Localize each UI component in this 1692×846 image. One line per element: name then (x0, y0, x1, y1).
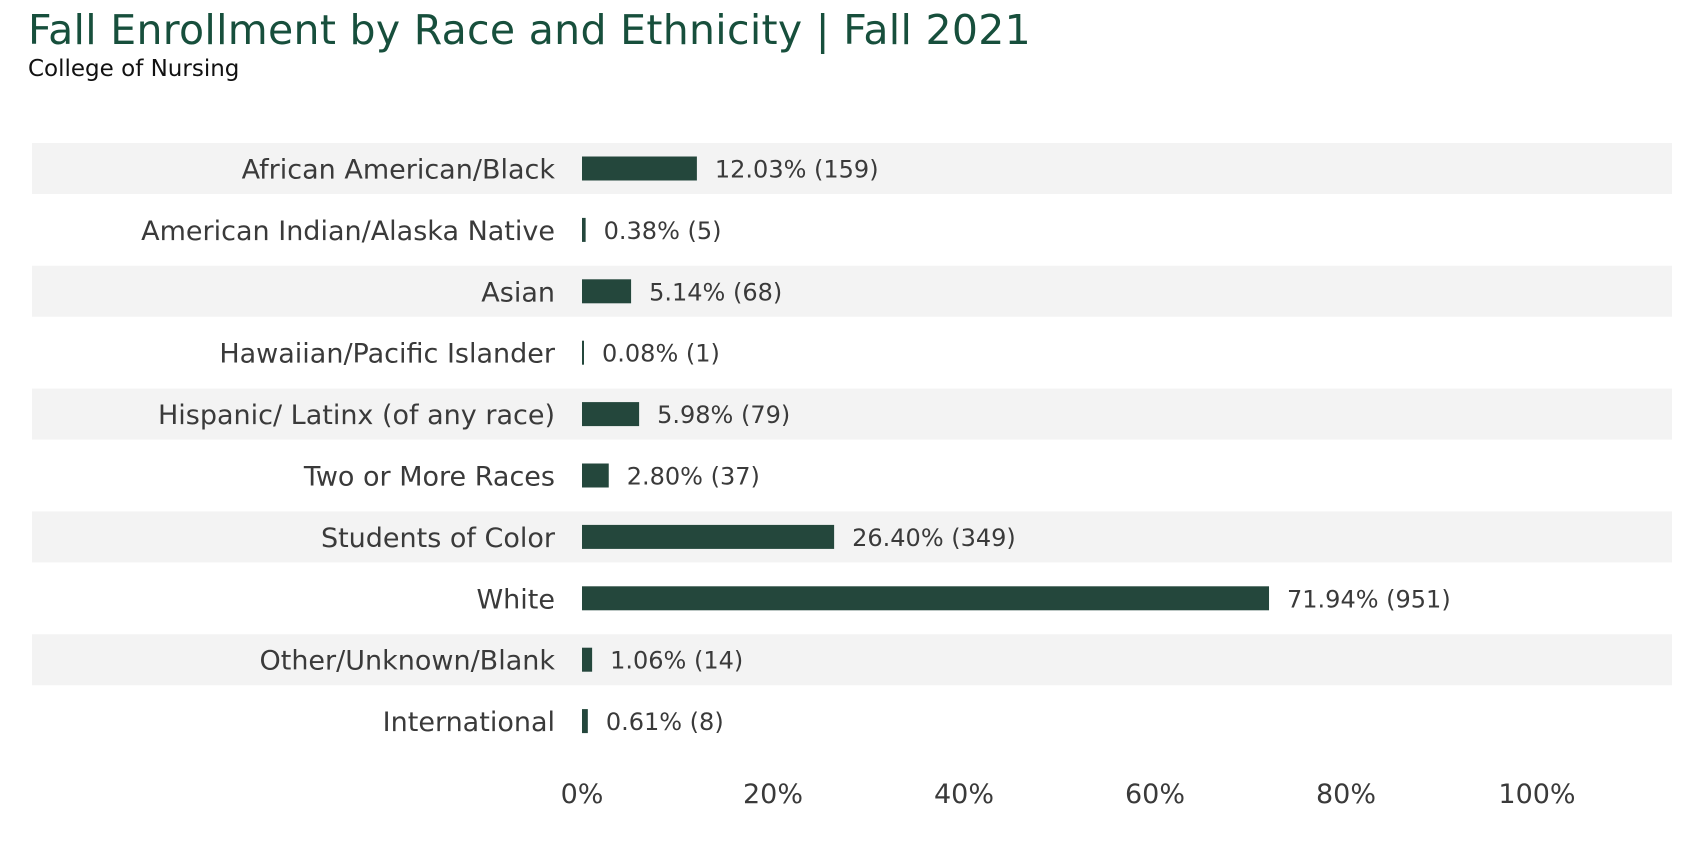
category-label: International (383, 707, 555, 738)
data-label: 5.14% (68) (649, 278, 782, 306)
category-label: White (476, 584, 555, 615)
bars (582, 156, 1270, 734)
bar (582, 524, 835, 549)
x-tick-label: 100% (1498, 779, 1575, 810)
row-band (32, 634, 1672, 686)
bar (582, 340, 584, 365)
x-tick-label: 80% (1316, 779, 1376, 810)
bar (582, 709, 588, 734)
x-axis-tick-labels: 0% 20% 40% 60% 80% 100% (561, 779, 1576, 810)
category-label: Two or More Races (303, 462, 555, 493)
chart-subtitle: College of Nursing (28, 56, 240, 82)
category-label: Other/Unknown/Blank (259, 646, 555, 677)
category-label: American Indian/Alaska Native (141, 216, 555, 247)
data-label: 26.40% (349) (852, 524, 1016, 552)
bar (582, 402, 640, 427)
bar (582, 217, 586, 242)
bar (582, 647, 593, 672)
bar (582, 279, 632, 304)
row-band (32, 265, 1672, 317)
row-band (32, 388, 1672, 440)
category-label: Asian (481, 277, 555, 308)
data-label: 0.61% (8) (606, 708, 724, 736)
data-labels: 12.03% (159) 0.38% (5) 5.14% (68) 0.08% (1)… (602, 156, 1451, 737)
x-tick-label: 40% (934, 779, 994, 810)
data-label: 0.08% (1) (602, 340, 720, 368)
category-labels: African American/Black American Indian/Al… (141, 155, 556, 739)
data-label: 0.38% (5) (604, 217, 722, 245)
bar (582, 586, 1270, 611)
data-label: 71.94% (951) (1287, 585, 1451, 613)
row-band (32, 143, 1672, 194)
row-bands (32, 143, 1672, 686)
x-tick-label: 60% (1125, 779, 1185, 810)
category-label: Hawaiian/Pacific Islander (219, 339, 556, 370)
bar (582, 156, 697, 181)
data-label: 2.80% (37) (627, 463, 760, 491)
category-label: African American/Black (242, 155, 556, 186)
category-label: Hispanic/ Latinx (of any race) (158, 400, 555, 431)
data-label: 1.06% (14) (610, 647, 743, 675)
data-label: 5.98% (79) (657, 401, 790, 429)
x-tick-label: 0% (561, 779, 604, 810)
x-tick-label: 20% (743, 779, 803, 810)
row-band (32, 511, 1672, 563)
bar (582, 463, 609, 488)
data-label: 12.03% (159) (715, 156, 879, 184)
category-label: Students of Color (321, 523, 556, 554)
chart-title: Fall Enrollment by Race and Ethnicity | … (28, 6, 1032, 54)
